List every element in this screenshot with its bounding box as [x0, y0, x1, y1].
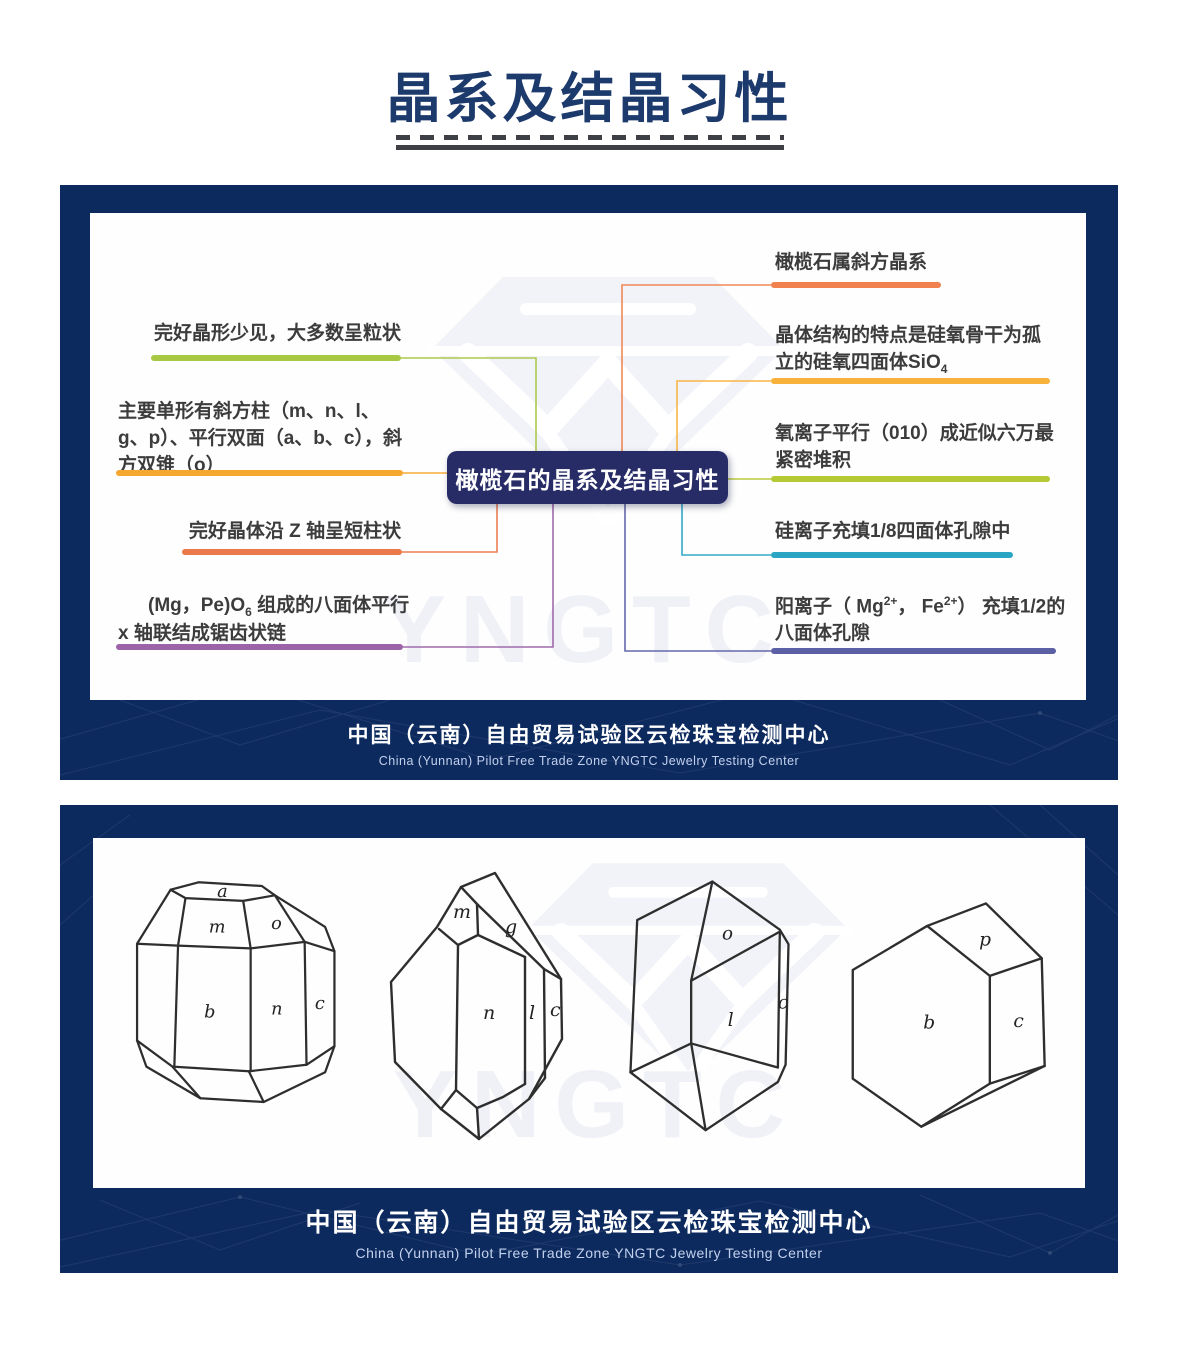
- mindmap-connectors: [401, 284, 771, 652]
- crystal-face-label: o: [271, 914, 282, 934]
- crystal-face-label: c: [550, 999, 561, 1021]
- crystal-face-label: c: [315, 994, 325, 1014]
- crystal-face-label: l: [529, 1002, 535, 1024]
- crystal-figure-3: o l c: [629, 880, 790, 1132]
- formula-text: 组成的八面体平行 x 轴联结成锯齿状链: [118, 595, 410, 644]
- connector-left-3: [402, 504, 498, 553]
- crystal-face-label: c: [778, 993, 788, 1014]
- connector-right-2: [676, 380, 771, 451]
- crystal-footer-band: 中国（云南）自由贸易试验区云检珠宝检测中心 China (Yunnan) Pil…: [60, 1188, 1118, 1273]
- page-title: 晶系及结晶习性: [386, 69, 793, 129]
- crystal-figure-2: m g n l c: [389, 871, 564, 1141]
- mindmap-item-right-1: 橄榄石属斜方晶系: [775, 252, 928, 273]
- formula-text: ） 充填1/2的八面体孔隙: [775, 596, 1066, 645]
- connector-left-4: [403, 504, 554, 648]
- connector-right-1: [621, 284, 771, 451]
- crystal-face-label: b: [204, 1002, 215, 1022]
- footer-zh: 中国（云南）自由贸易试验区云检珠宝检测中心: [305, 1209, 873, 1237]
- formula-text: ， Fe: [897, 596, 944, 618]
- item-underline-left-3: [182, 549, 402, 555]
- mindmap-center-node: 橄榄石的晶系及结晶习性: [447, 451, 728, 504]
- crystal-face-label: l: [728, 1010, 734, 1031]
- crystal-face-label: p: [979, 930, 991, 951]
- mindmap-item-left-4: (Mg，Pe)O6 组成的八面体平行 x 轴联结成锯齿状链: [118, 593, 423, 648]
- formula-text: 晶体结构的特点是硅氧骨干为孤立的硅氧四面体SiO: [775, 325, 1042, 373]
- title-underline-solid: [396, 145, 784, 150]
- item-underline-left-1: [151, 355, 401, 361]
- footer-zh: 中国（云南）自由贸易试验区云检珠宝检测中心: [347, 724, 831, 747]
- crystal-face-label: m: [453, 901, 471, 923]
- formula-text: (Mg，Pe)O: [148, 595, 246, 616]
- mindmap-footer-band: 中国（云南）自由贸易试验区云检珠宝检测中心 China (Yunnan) Pil…: [60, 700, 1118, 780]
- formula-superscript: 2+: [943, 594, 958, 608]
- connector-left-1: [401, 357, 537, 451]
- crystal-figure-4: p b c: [851, 902, 1046, 1128]
- mindmap-item-right-4: 硅离子充填1/8四面体孔隙中: [775, 521, 1011, 542]
- crystal-face-label: a: [217, 882, 228, 902]
- crystal-face-label: n: [483, 1002, 495, 1024]
- crystal-face-label: n: [271, 999, 282, 1019]
- crystal-face-label: g: [505, 916, 517, 938]
- mindmap-item-left-2: 主要单形有斜方柱（m、n、l、g、p）、平行双面（a、b、c），斜方双锥（o）: [118, 401, 402, 476]
- mindmap-item-left-1: 完好晶形少见，大多数呈粒状: [153, 323, 401, 344]
- mindmap-card: YNGTC 完好晶形少见，大多数呈粒状 主要单形有斜方柱（m、n、: [60, 185, 1118, 780]
- formula-subscript: 6: [245, 604, 252, 619]
- footer-en: China (Yunnan) Pilot Free Trade Zone YNG…: [355, 1245, 823, 1261]
- item-underline-right-5: [771, 648, 1056, 654]
- footer-en: China (Yunnan) Pilot Free Trade Zone YNG…: [378, 754, 800, 768]
- mindmap-item-right-3: 氧离子平行（010）成近似六万最紧密堆积: [775, 423, 1054, 471]
- crystal-figure-1: a m o b n c: [135, 881, 336, 1104]
- item-underline-left-2: [116, 470, 403, 476]
- formula-superscript: 2+: [883, 594, 898, 608]
- item-underline-right-4: [771, 552, 1013, 558]
- crystal-face-label: b: [923, 1013, 935, 1034]
- mindmap-panel: YNGTC 完好晶形少见，大多数呈粒状 主要单形有斜方柱（m、n、: [90, 213, 1086, 700]
- mindmap-item-right-5: 阳离子（ Mg2+， Fe2+） 充填1/2的八面体孔隙: [775, 593, 1067, 648]
- title-underline-dashed: [396, 135, 784, 140]
- crystal-face-label: o: [722, 923, 733, 944]
- mindmap-item-right-2: 晶体结构的特点是硅氧骨干为孤立的硅氧四面体SiO4: [775, 323, 1047, 378]
- crystal-face-label: m: [209, 918, 226, 938]
- mindmap-item-left-3: 完好晶体沿 Z 轴呈短柱状: [188, 521, 402, 542]
- item-underline-right-3: [771, 476, 1050, 482]
- crystal-face-label: c: [1013, 1011, 1024, 1032]
- connector-right-4: [681, 504, 771, 556]
- formula-subscript: 4: [940, 361, 948, 376]
- item-underline-left-4: [116, 644, 403, 650]
- crystal-panel: YNGTC a m o b n c: [93, 838, 1085, 1188]
- crystal-card: YNGTC a m o b n c: [60, 805, 1118, 1273]
- formula-text: 阳离子（ Mg: [775, 596, 884, 618]
- item-underline-right-1: [771, 282, 941, 288]
- connector-right-5: [624, 504, 771, 652]
- item-underline-right-2: [771, 378, 1050, 384]
